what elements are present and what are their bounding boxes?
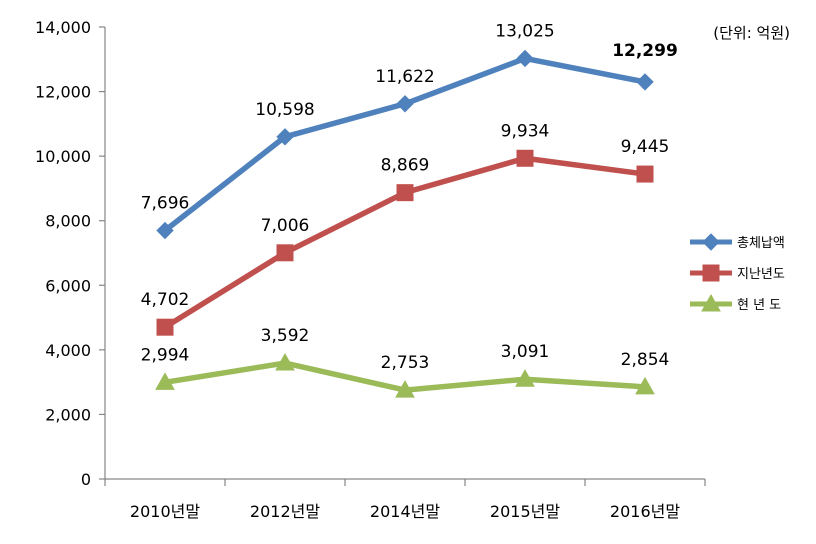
y-tick-label: 10,000 — [35, 147, 91, 166]
series-line — [163, 155, 646, 330]
data-label: 4,702 — [141, 290, 190, 310]
legend-item-1: 총체납액 — [690, 233, 785, 251]
legend-marker-square — [702, 264, 720, 282]
legend-item-2: 지난년도 — [690, 264, 785, 282]
y-tick-label: 12,000 — [35, 83, 91, 102]
series-1: 7,696 10,598 11,622 13,025 12,299 — [141, 21, 678, 240]
y-tick-label: 14,000 — [35, 18, 91, 37]
data-point-triangle — [515, 369, 535, 387]
data-point-triangle — [395, 380, 415, 398]
data-label-highlight: 12,299 — [612, 41, 678, 61]
data-point-square — [516, 149, 534, 167]
axes: 0 2,000 4,000 6,000 8,000 10,000 12,000 14,000 2… — [35, 18, 706, 521]
x-tick-label: 2014년말 — [370, 502, 440, 521]
data-point-square — [396, 184, 414, 202]
legend-label: 총체납액 — [737, 236, 785, 251]
data-point-triangle — [275, 353, 295, 371]
data-label: 8,869 — [381, 156, 430, 176]
data-point-square — [156, 318, 174, 336]
data-point-square — [276, 244, 294, 262]
data-point-diamond — [636, 73, 654, 91]
data-label: 9,934 — [501, 121, 550, 141]
data-label: 13,025 — [495, 21, 554, 41]
data-label: 9,445 — [621, 137, 670, 157]
series-layer: 7,696 10,598 11,622 13,025 12,299 4,702 7,006 8… — [141, 21, 678, 398]
data-label: 2,994 — [141, 345, 190, 365]
data-point-square — [636, 165, 654, 183]
y-tick-label: 0 — [81, 470, 91, 489]
legend-marker-diamond — [702, 233, 720, 251]
data-label: 3,592 — [261, 326, 310, 346]
x-tick-label: 2010년말 — [130, 502, 200, 521]
data-label: 7,696 — [141, 194, 190, 214]
data-label: 2,753 — [381, 353, 430, 373]
legend-label: 지난년도 — [737, 267, 785, 282]
series-2: 4,702 7,006 8,869 9,934 9,445 — [141, 121, 670, 336]
legend-label: 현 년 도 — [737, 298, 781, 313]
data-point-diamond — [156, 221, 174, 240]
data-point-triangle — [155, 372, 175, 390]
data-label: 2,854 — [621, 350, 670, 370]
y-tick-label: 8,000 — [45, 212, 91, 231]
legend-marker-triangle — [701, 293, 721, 312]
series-3: 2,994 3,592 2,753 3,091 2,854 — [141, 326, 670, 398]
y-tick-label: 4,000 — [45, 341, 91, 360]
data-point-diamond — [396, 95, 414, 113]
y-tick-label: 6,000 — [45, 276, 91, 295]
x-tick-label: 2016년말 — [610, 502, 680, 521]
data-label: 3,091 — [501, 342, 550, 362]
x-tick-label: 2012년말 — [250, 502, 320, 521]
data-point-diamond — [276, 128, 294, 146]
data-point-triangle — [635, 376, 655, 395]
data-label: 11,622 — [375, 67, 434, 87]
data-label: 7,006 — [261, 216, 310, 236]
x-tick-label: 2015년말 — [490, 502, 560, 521]
data-label: 10,598 — [255, 100, 314, 120]
unit-note: (단위: 억원) — [713, 24, 790, 42]
y-tick-label: 2,000 — [45, 405, 91, 424]
legend-item-3: 현 년 도 — [690, 293, 781, 313]
data-point-diamond — [516, 49, 534, 68]
